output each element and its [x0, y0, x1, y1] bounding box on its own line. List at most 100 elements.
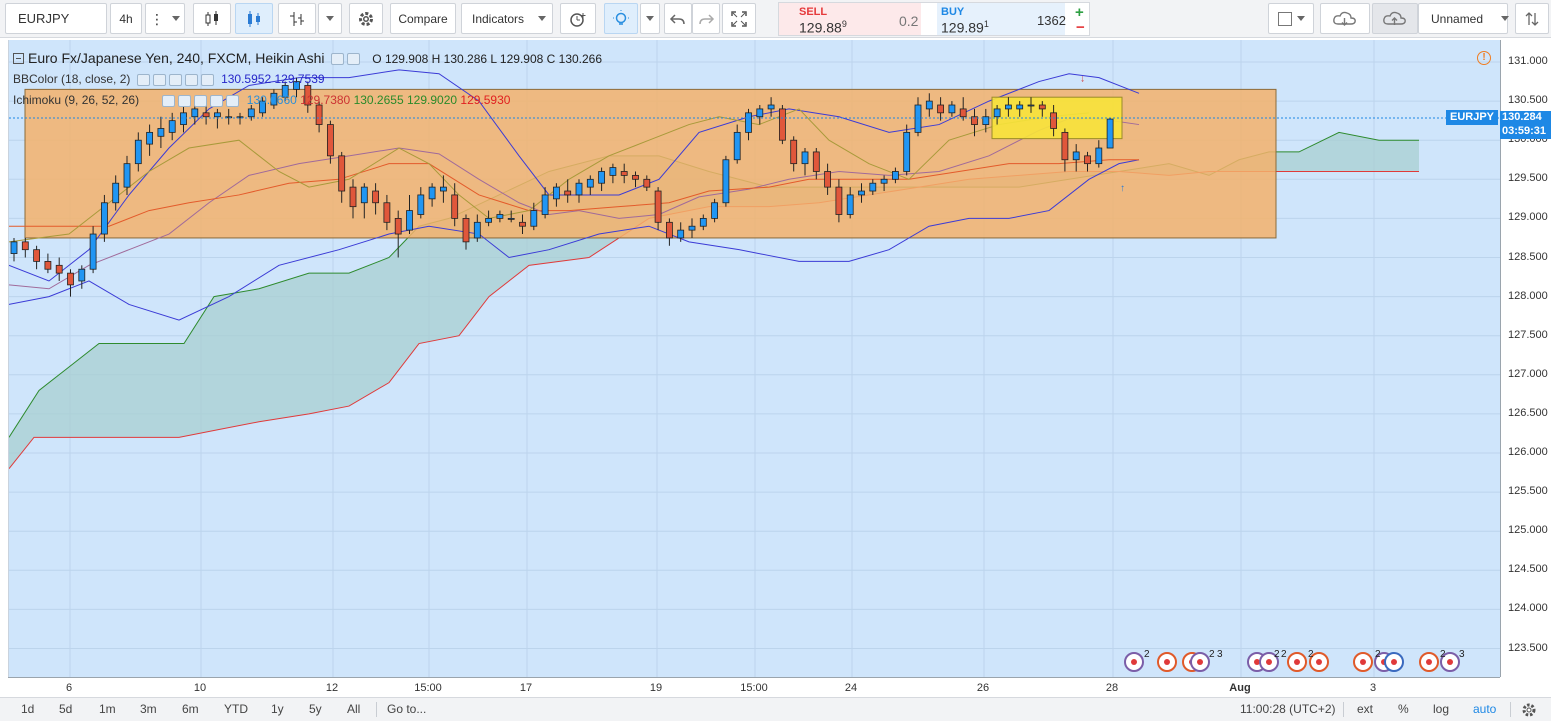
- load-layout-button[interactable]: [1320, 3, 1370, 34]
- buy-price: 129.891: [941, 19, 989, 36]
- undo-button[interactable]: [664, 3, 692, 34]
- candle-body: [146, 131, 154, 145]
- indicators-button[interactable]: Indicators: [461, 3, 553, 34]
- plus-icon[interactable]: +: [1075, 4, 1084, 21]
- fullscreen-button[interactable]: [722, 3, 756, 34]
- divider: [376, 702, 377, 717]
- time-tick-label: Aug: [1229, 682, 1251, 694]
- range-ytd[interactable]: YTD: [224, 702, 248, 716]
- plus-icon[interactable]: [184, 73, 198, 86]
- bar-chart-button[interactable]: [278, 3, 316, 34]
- candle-body: [914, 104, 922, 133]
- clock-timezone[interactable]: 11:00:28 (UTC+2): [1240, 702, 1336, 716]
- log-toggle[interactable]: log: [1433, 702, 1450, 716]
- warning-icon[interactable]: !: [1477, 51, 1491, 65]
- interval-dropdown[interactable]: ⋮: [145, 3, 185, 34]
- eye-icon[interactable]: [162, 94, 176, 107]
- range-5y[interactable]: 5y: [309, 702, 322, 716]
- heikin-ashi-button[interactable]: [235, 3, 273, 34]
- candle-body: [564, 190, 572, 196]
- sort-arrows-button[interactable]: [1515, 3, 1549, 34]
- time-tick-label: 24: [844, 682, 858, 694]
- minus-icon[interactable]: −: [1076, 19, 1085, 36]
- range-3m[interactable]: 3m: [140, 702, 157, 716]
- candle-body: [191, 108, 199, 118]
- candle-body: [112, 182, 120, 204]
- sell-button[interactable]: SELL 129.889 0.2: [779, 3, 921, 36]
- buy-arrow-icon: ↑: [1120, 183, 1125, 194]
- candle-body: [892, 171, 899, 180]
- symbol-search-input[interactable]: EURJPY: [5, 3, 107, 34]
- ext-toggle[interactable]: ext: [1357, 702, 1374, 716]
- quantity-field[interactable]: 1362: [1037, 13, 1066, 28]
- auto-toggle[interactable]: auto: [1473, 702, 1497, 716]
- candle-body: [236, 116, 244, 119]
- range-5d[interactable]: 5d: [59, 702, 73, 716]
- bars-style-button[interactable]: [193, 3, 231, 34]
- candle-body: [993, 108, 1001, 118]
- range-1d[interactable]: 1d: [21, 702, 35, 716]
- source-icon[interactable]: [194, 94, 208, 107]
- event-count: 2: [1209, 649, 1215, 660]
- event-dot: [1360, 659, 1366, 665]
- candle-body: [123, 163, 131, 188]
- go-to-button[interactable]: Go to...: [387, 702, 427, 716]
- price-chart[interactable]: ↓↑2 2 3 2 2 2 2 2 3: [9, 40, 1500, 677]
- collapse-icon[interactable]: [13, 52, 24, 64]
- gear-icon[interactable]: [1521, 702, 1537, 718]
- time-tick-label: 28: [1105, 682, 1119, 694]
- close-icon[interactable]: [200, 73, 214, 86]
- more-vertical-icon: ⋮: [150, 10, 164, 27]
- candle-body: [1038, 104, 1046, 110]
- time-tick-label: 19: [649, 682, 663, 694]
- close-icon[interactable]: [226, 94, 240, 107]
- bottom-toolbar: 1d 5d 1m 3m 6m YTD 1y 5y All Go to... 11…: [0, 697, 1551, 721]
- chart-style-dropdown[interactable]: [318, 3, 342, 34]
- candle-body: [338, 155, 346, 192]
- color-theme-button[interactable]: [1268, 3, 1314, 34]
- range-all[interactable]: All: [347, 702, 361, 716]
- alert-button[interactable]: [560, 3, 596, 34]
- candle-body: [575, 182, 583, 196]
- candle-body: [779, 108, 786, 141]
- candle-body: [812, 151, 820, 172]
- save-layout-button[interactable]: [1372, 3, 1418, 34]
- candle-body: [55, 264, 63, 274]
- percent-toggle[interactable]: %: [1398, 702, 1409, 716]
- price-axis[interactable]: 131.000 130.500 130.000 129.500 129.000 128.5…: [1500, 40, 1551, 677]
- range-6m[interactable]: 6m: [182, 702, 199, 716]
- buy-button[interactable]: BUY 129.891: [937, 3, 1065, 36]
- plus-icon[interactable]: [210, 94, 224, 107]
- series-more-icon[interactable]: [347, 53, 361, 66]
- lightbulb-icon: [613, 9, 629, 25]
- candle-body: [383, 202, 391, 223]
- redo-button[interactable]: [692, 3, 720, 34]
- ideas-dropdown[interactable]: [640, 3, 660, 34]
- candle-body: [293, 81, 300, 90]
- settings-button[interactable]: [349, 3, 383, 34]
- chart-pane[interactable]: ↓ ↑ 2 2 3 2 2 2 2 2 3: [8, 40, 1500, 677]
- candle-body: [519, 221, 526, 227]
- candle-body: [507, 217, 515, 220]
- price-tick-label: 124.000: [1508, 602, 1548, 615]
- price-tick-label: 130.500: [1508, 94, 1548, 107]
- source-icon[interactable]: [168, 73, 182, 86]
- price-tick-label: 126.000: [1508, 446, 1548, 458]
- alarm-clock-icon: [570, 12, 586, 27]
- candle-body: [213, 112, 221, 118]
- candle-body: [756, 108, 764, 118]
- time-axis[interactable]: 6 10 12 15:00 17 19 15:00 24 26 28 Aug 3: [8, 677, 1500, 697]
- series-settings-icon[interactable]: [331, 53, 345, 66]
- gear-icon[interactable]: [152, 73, 166, 86]
- event-dot: [1164, 659, 1170, 665]
- range-1y[interactable]: 1y: [271, 702, 284, 716]
- compare-button[interactable]: Compare: [390, 3, 456, 34]
- gear-icon[interactable]: [178, 94, 192, 107]
- candle-body: [609, 167, 617, 176]
- event-dot: [1426, 659, 1432, 665]
- eye-icon[interactable]: [136, 73, 150, 86]
- range-1m[interactable]: 1m: [99, 702, 116, 716]
- layout-name-button[interactable]: Unnamed: [1418, 3, 1510, 34]
- interval-button[interactable]: 4h: [110, 3, 142, 34]
- ideas-button[interactable]: [604, 3, 638, 34]
